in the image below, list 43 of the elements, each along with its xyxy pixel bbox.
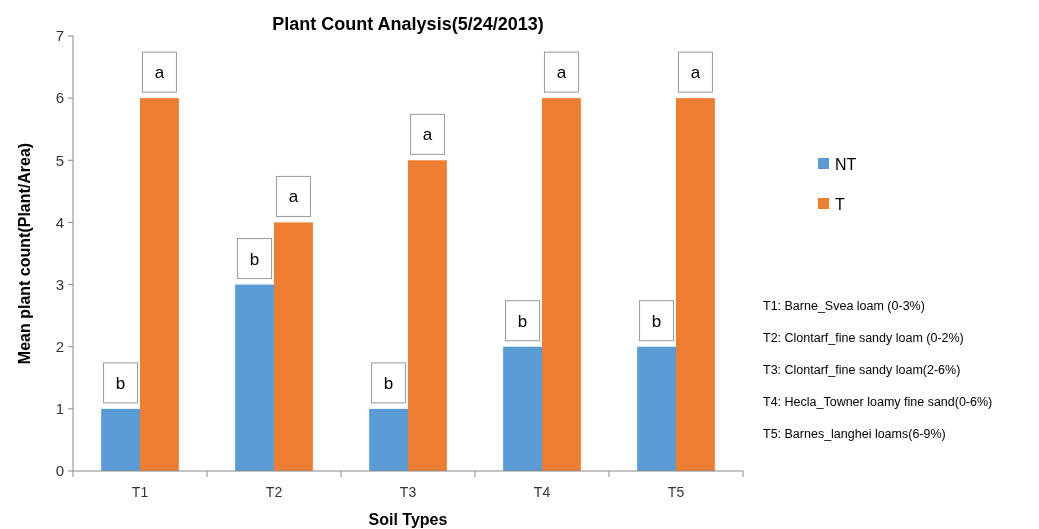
y-axis-title: Mean plant count(Plant/Area) <box>16 142 33 365</box>
annotation: b <box>517 311 528 331</box>
bar <box>274 222 313 471</box>
annotation: a <box>422 125 433 145</box>
y-tick-label: 4 <box>55 213 64 231</box>
x-tick-label: T5 <box>667 484 685 500</box>
y-tick-label: 3 <box>55 275 64 293</box>
annotation: b <box>383 373 394 393</box>
annotation: a <box>690 63 701 83</box>
text: T2: Clontarf_fine sandy loam (0-2%) <box>763 331 964 346</box>
annotation: b <box>115 373 126 393</box>
bar <box>408 160 447 471</box>
annotation: b <box>249 249 260 269</box>
text: T3: Clontarf_fine sandy loam(2-6%) <box>763 363 961 378</box>
y-tick-label: 0 <box>55 462 64 480</box>
bar <box>140 98 179 471</box>
text: T1: Barne_Svea loam (0-3%) <box>763 299 925 314</box>
chart-title: Plant Count Analysis(5/24/2013) <box>272 14 544 34</box>
x-axis-title: Soil Types <box>368 511 448 528</box>
annotation: a <box>288 187 299 207</box>
annotation: a <box>556 63 567 83</box>
x-tick-label: T1 <box>131 484 149 500</box>
y-tick-label: 5 <box>55 151 64 169</box>
legend-label: NT <box>835 155 857 173</box>
x-tick-label: T2 <box>265 484 283 500</box>
bar <box>235 284 274 471</box>
bar <box>542 98 581 471</box>
text: T5: Barnes_langhei loams(6-9%) <box>763 427 946 442</box>
bar <box>503 346 542 471</box>
bar <box>637 346 676 471</box>
legend-label: T <box>835 195 845 213</box>
y-tick-label: 2 <box>55 337 64 355</box>
x-tick-label: T4 <box>533 484 551 500</box>
annotation: a <box>154 63 165 83</box>
text: T4: Hecla_Towner loamy fine sand(0-6%) <box>763 395 993 410</box>
y-tick-label: 6 <box>55 89 64 107</box>
x-tick-label: T3 <box>399 484 417 500</box>
bar <box>676 98 715 471</box>
y-tick-label: 7 <box>55 27 64 45</box>
annotation: b <box>651 311 662 331</box>
y-tick-label: 1 <box>55 400 64 418</box>
bar <box>101 408 140 471</box>
bar <box>369 408 408 471</box>
